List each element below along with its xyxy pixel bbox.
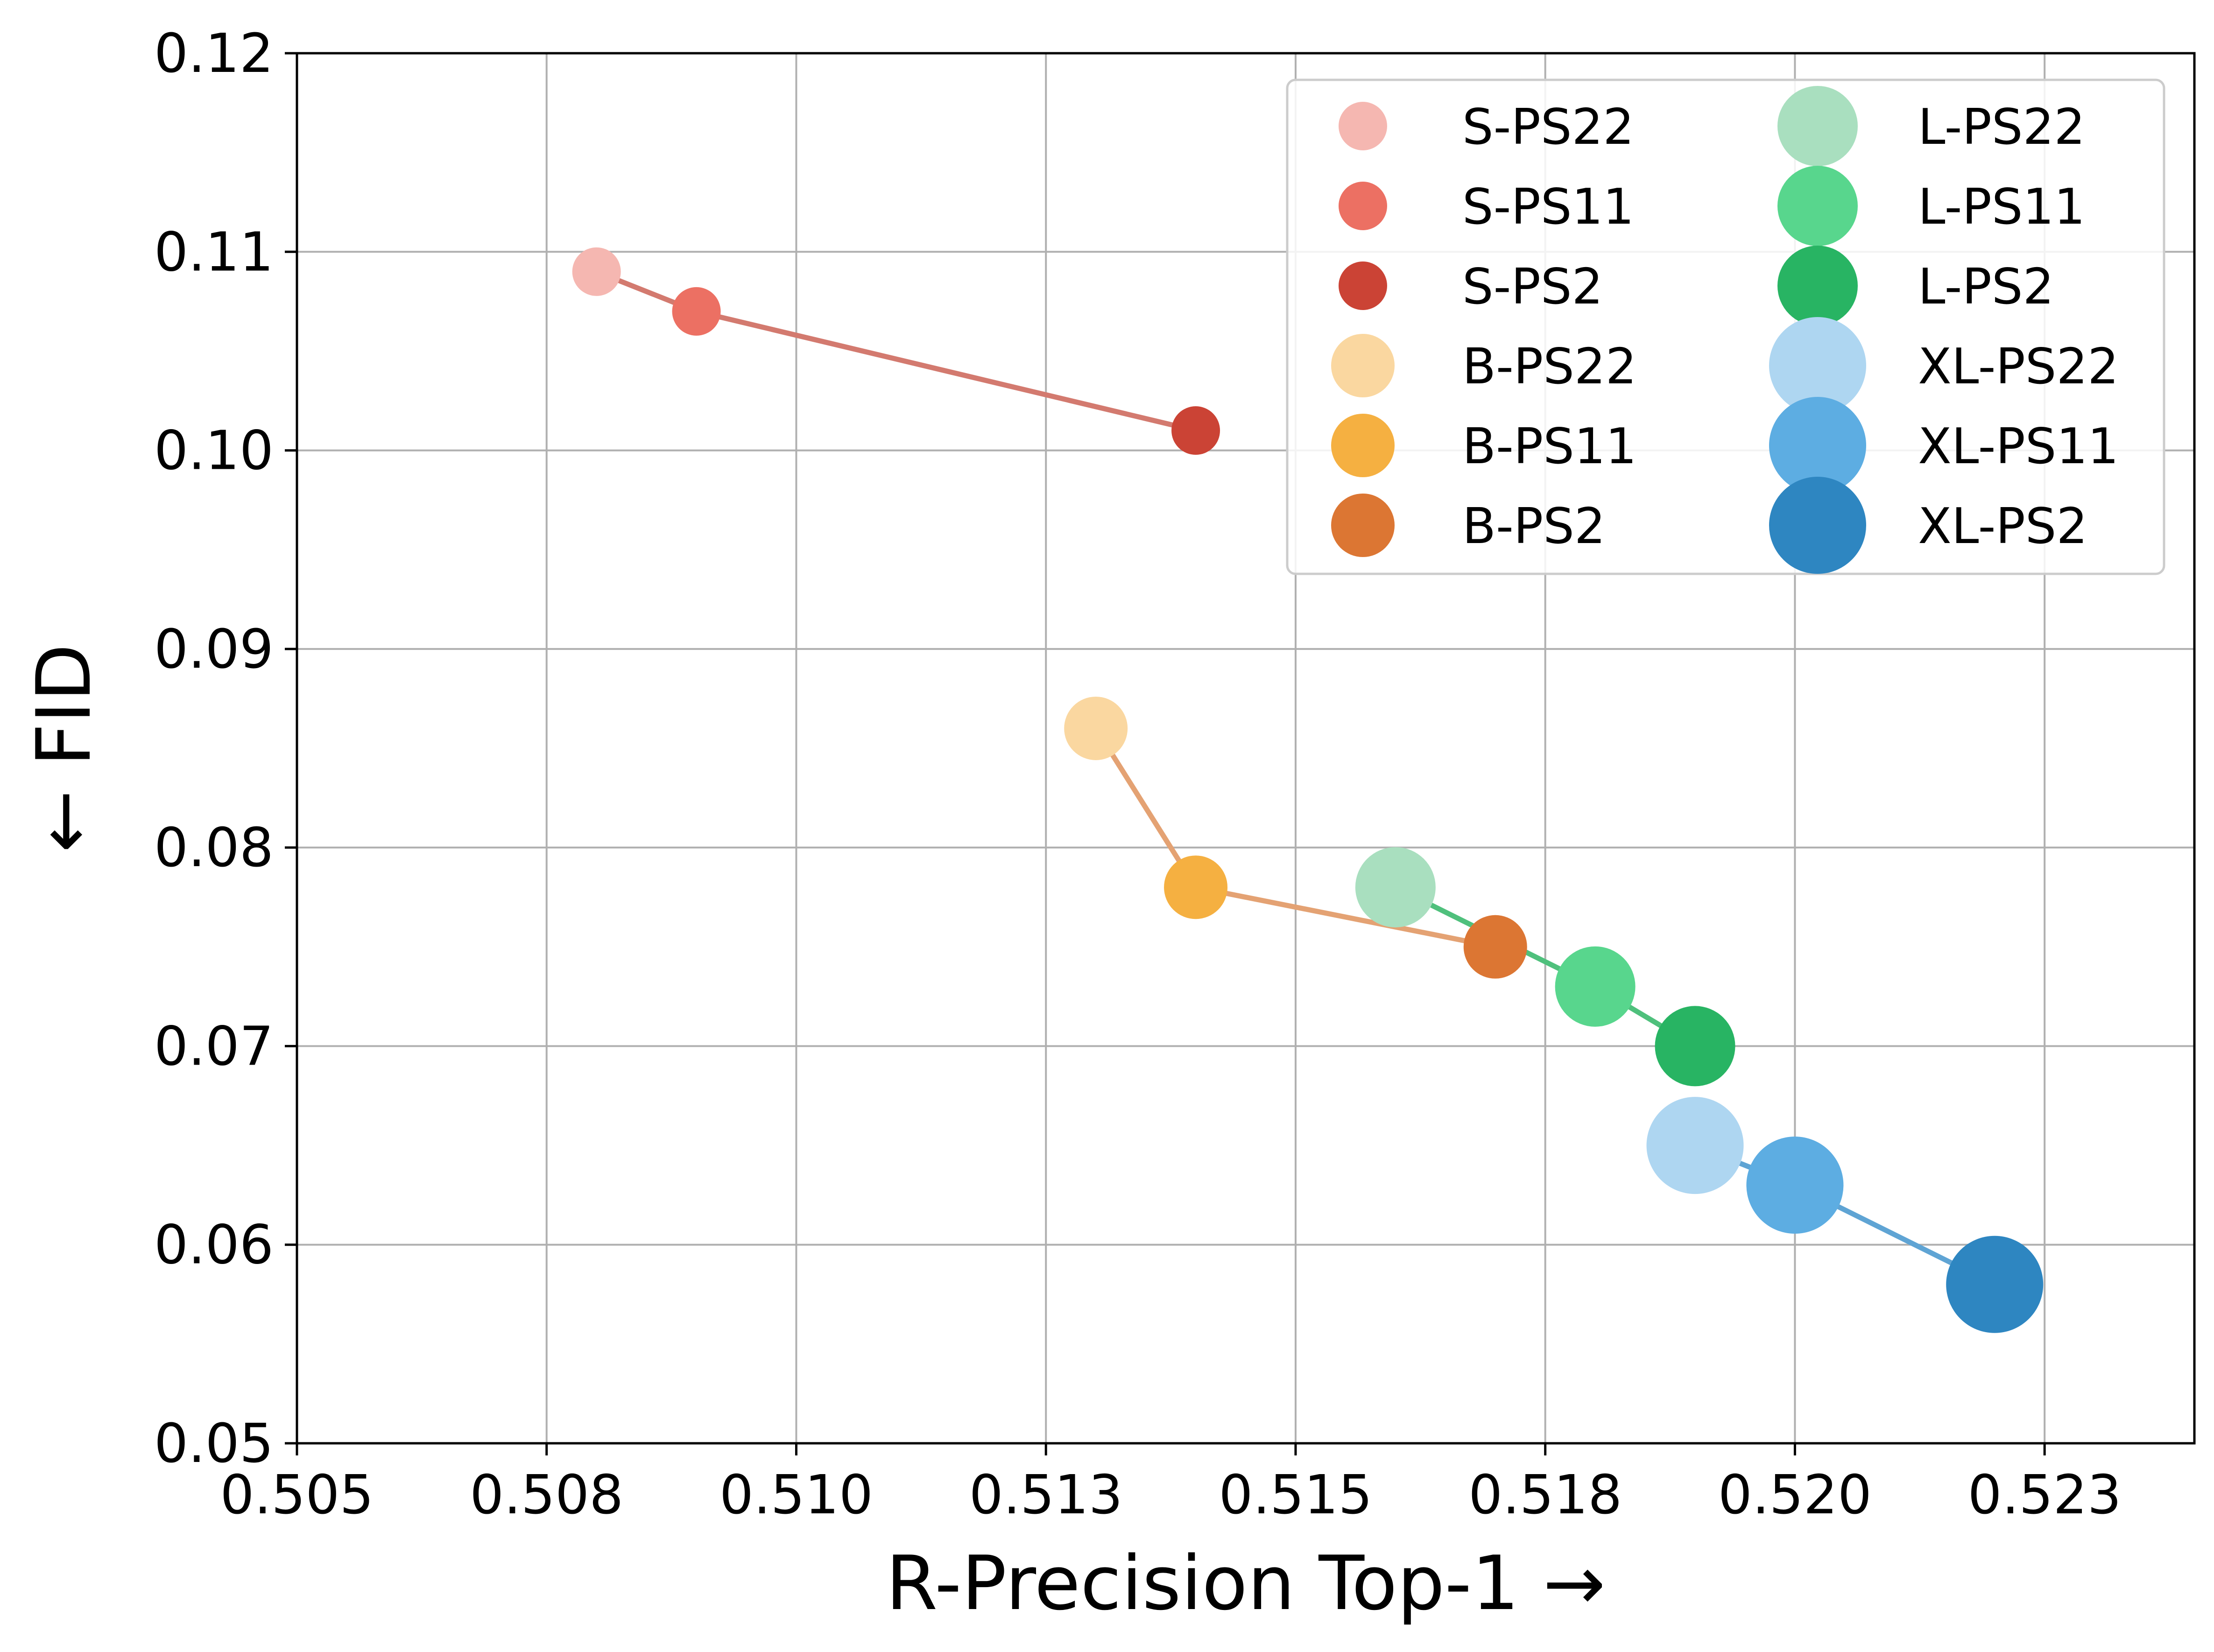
legend-label: B-PS11 [1462, 418, 1637, 475]
axis-ticks [285, 52, 2046, 1455]
legend-marker-s-ps22 [1339, 102, 1387, 150]
legend-marker-b-ps22 [1331, 334, 1395, 397]
x-tick-label: 0.513 [969, 1464, 1123, 1526]
legend-label: XL-PS22 [1918, 338, 2119, 395]
x-tick-label: 0.508 [470, 1464, 623, 1526]
point-s-ps2 [1171, 406, 1220, 455]
point-b-ps11 [1164, 855, 1228, 919]
x-tick-label: 0.510 [719, 1464, 873, 1526]
legend-label: S-PS2 [1462, 258, 1603, 315]
legend: S-PS22 S-PS11 S-PS2 B-PS22 B-PS11 B-PS2 L-PS22… [1286, 78, 2165, 575]
legend-label: L-PS2 [1918, 258, 2054, 315]
y-tick-label: 0.07 [154, 1015, 274, 1078]
legend-marker-l-ps11 [1777, 166, 1858, 246]
x-tick-label: 0.505 [220, 1464, 374, 1526]
point-l-ps11 [1555, 946, 1636, 1027]
point-s-ps11 [672, 287, 721, 336]
x-tick-label: 0.523 [1968, 1464, 2122, 1526]
point-s-ps22 [572, 247, 621, 296]
legend-marker-l-ps22 [1777, 86, 1858, 166]
y-tick-label: 0.12 [154, 22, 274, 85]
y-tick-label: 0.11 [154, 221, 274, 283]
series-line-xl [1694, 1143, 1996, 1287]
legend-marker-b-ps11 [1331, 414, 1395, 477]
point-xl-ps2 [1946, 1235, 2044, 1333]
legend-label: L-PS11 [1918, 178, 2085, 235]
point-xl-ps11 [1746, 1137, 1844, 1234]
legend-label: S-PS11 [1462, 178, 1634, 235]
legend-marker-xl-ps11 [1769, 397, 1866, 494]
legend-label: B-PS22 [1462, 338, 1637, 395]
point-b-ps2 [1463, 915, 1527, 979]
x-tick-label: 0.518 [1468, 1464, 1622, 1526]
y-tick-label: 0.08 [154, 817, 274, 879]
x-axis-label: R-Precision Top-1 → [886, 1539, 1606, 1627]
x-tick-label: 0.520 [1718, 1464, 1872, 1526]
y-tick-label: 0.06 [154, 1214, 274, 1277]
legend-marker-xl-ps22 [1769, 317, 1866, 414]
plot-frame [296, 52, 2196, 1445]
legend-label: B-PS2 [1462, 498, 1606, 555]
point-b-ps22 [1064, 696, 1128, 760]
legend-marker-b-ps2 [1331, 494, 1395, 557]
point-l-ps22 [1355, 847, 1436, 928]
legend-label: XL-PS2 [1918, 498, 2087, 555]
y-axis-label: ← FID [20, 644, 107, 853]
x-tick-label: 0.515 [1219, 1464, 1372, 1526]
legend-label: S-PS22 [1462, 99, 1634, 155]
y-tick-label: 0.09 [154, 618, 274, 681]
y-tick-label: 0.05 [154, 1412, 274, 1475]
data-points [572, 247, 2044, 1333]
legend-marker-s-ps2 [1339, 261, 1387, 310]
point-l-ps2 [1655, 1006, 1735, 1087]
legend-label: L-PS22 [1918, 99, 2085, 155]
legend-marker-s-ps11 [1339, 182, 1387, 230]
point-xl-ps22 [1646, 1097, 1744, 1194]
legend-label: XL-PS11 [1918, 418, 2119, 475]
tick-labels: 0.505 0.508 0.510 0.513 0.515 0.518 0.520 0.523… [154, 22, 2122, 1526]
legend-frame [1286, 78, 2165, 575]
legend-marker-xl-ps2 [1769, 477, 1866, 574]
legend-marker-l-ps2 [1777, 246, 1858, 326]
y-tick-label: 0.10 [154, 420, 274, 482]
